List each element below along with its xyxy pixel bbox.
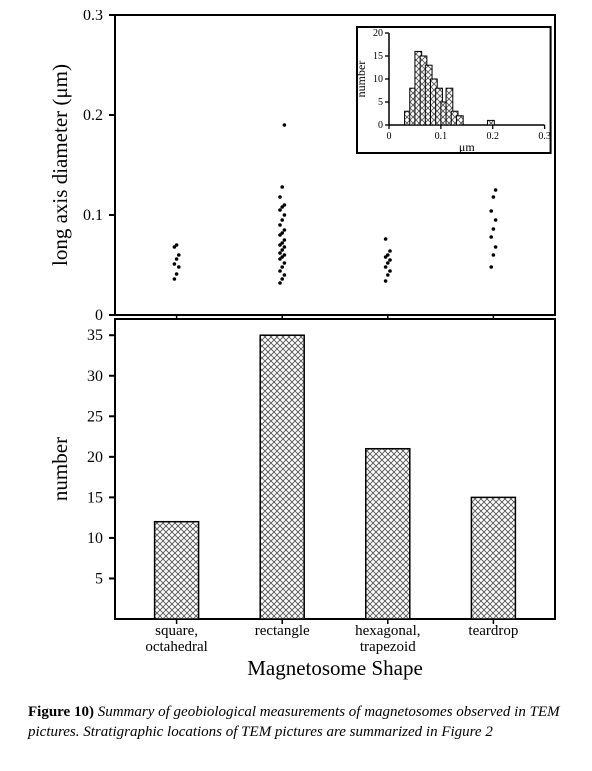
figure-container: 0 0.1 0.2 0.3 long axis diameter (μm) 0 5 10 15 2… [0,0,592,771]
figure-number: Figure 10) [28,704,98,720]
svg-text:5: 5 [95,570,103,587]
chart-stack: 0 0.1 0.2 0.3 long axis diameter (μm) 0 5 10 15 2… [50,10,570,695]
bar [366,449,410,619]
svg-text:35: 35 [87,327,103,344]
scatter-point [492,227,496,231]
scatter-point [280,277,284,281]
scatter-point [494,218,498,222]
scatter-point [494,245,498,249]
svg-text:10: 10 [87,530,103,547]
scatter-ylabel: long axis diameter (μm) [50,64,72,266]
scatter-point [175,243,179,247]
bar [260,335,304,619]
figure-caption-text: Summary of geobiological measurements of… [28,704,560,740]
svg-text:0.3: 0.3 [538,131,551,142]
scatter-point [283,203,287,207]
scatter-point [283,213,287,217]
scatter-point [489,265,493,269]
scatter-point [278,208,282,212]
scatter-point [492,195,496,199]
svg-text:0.2: 0.2 [486,131,499,142]
inset-bar [488,120,495,125]
scatter-point [283,261,287,265]
scatter-point [384,265,388,269]
category-label-line2: trapezoid [360,639,416,655]
bar-ylabel: number [50,437,72,501]
scatter-point [278,223,282,227]
figure-caption: Figure 10) Summary of geobiological meas… [20,703,572,742]
category-label: teardrop [468,623,518,639]
svg-text:15: 15 [373,51,383,62]
bar [155,522,199,619]
scatter-point [280,231,284,235]
scatter-point [386,261,390,265]
scatter-point [388,258,392,262]
scatter-point [492,253,496,257]
scatter-point [489,209,493,213]
inset-ylabel: number [354,61,368,98]
category-label: square, [155,623,198,639]
scatter-point [280,248,284,252]
scatter-point [173,277,177,281]
scatter-point [177,265,181,269]
svg-text:10: 10 [373,74,383,85]
scatter-point [283,228,287,232]
x-axis-label: Magnetosome Shape [247,656,423,680]
category-labels: square,octahedral rectangle hexagonal,trap… [145,623,518,655]
scatter-point [278,251,282,255]
scatter-point [280,241,284,245]
scatter-point [283,238,287,242]
scatter-point [173,262,177,266]
scatter-panel: 0 0.1 0.2 0.3 long axis diameter (μm) 0 5 10 15 2… [50,10,555,324]
scatter-point [283,253,287,257]
svg-text:0.2: 0.2 [83,107,103,124]
category-label: rectangle [255,623,310,639]
scatter-point [175,272,179,276]
scatter-point [283,123,287,127]
combined-chart-svg: 0 0.1 0.2 0.3 long axis diameter (μm) 0 5 10 15 2… [50,10,573,690]
scatter-point [280,265,284,269]
svg-text:0.1: 0.1 [435,131,448,142]
svg-text:0.3: 0.3 [83,10,103,24]
svg-text:25: 25 [87,408,103,425]
scatter-point [280,185,284,189]
scatter-point [278,269,282,273]
inset-xlabel: μm [459,140,475,154]
scatter-point [177,253,181,257]
scatter-point [386,253,390,257]
scatter-point [175,257,179,261]
svg-text:30: 30 [87,368,103,385]
svg-text:15: 15 [87,489,103,506]
scatter-point [283,273,287,277]
inset-bar [456,116,463,125]
category-label: hexagonal, [355,623,420,639]
scatter-point [386,273,390,277]
svg-text:0: 0 [378,120,383,131]
scatter-point [384,279,388,283]
svg-text:5: 5 [378,97,383,108]
svg-text:0.1: 0.1 [83,207,103,224]
scatter-point [280,218,284,222]
scatter-point [384,237,388,241]
scatter-point [388,249,392,253]
category-label-line2: octahedral [145,639,207,655]
bar-panel: 5 10 15 20 25 30 35 number [50,319,555,624]
scatter-point [494,188,498,192]
scatter-point [388,269,392,273]
scatter-point [278,281,282,285]
bar [471,497,515,619]
svg-text:0: 0 [95,307,103,324]
scatter-point [283,245,287,249]
inset-histogram: 0 5 10 15 20 0 0.1 0.2 0.3 μm number [354,27,551,154]
svg-text:0: 0 [387,131,392,142]
svg-text:20: 20 [373,28,383,39]
scatter-point [489,235,493,239]
svg-text:20: 20 [87,449,103,466]
scatter-point [278,195,282,199]
